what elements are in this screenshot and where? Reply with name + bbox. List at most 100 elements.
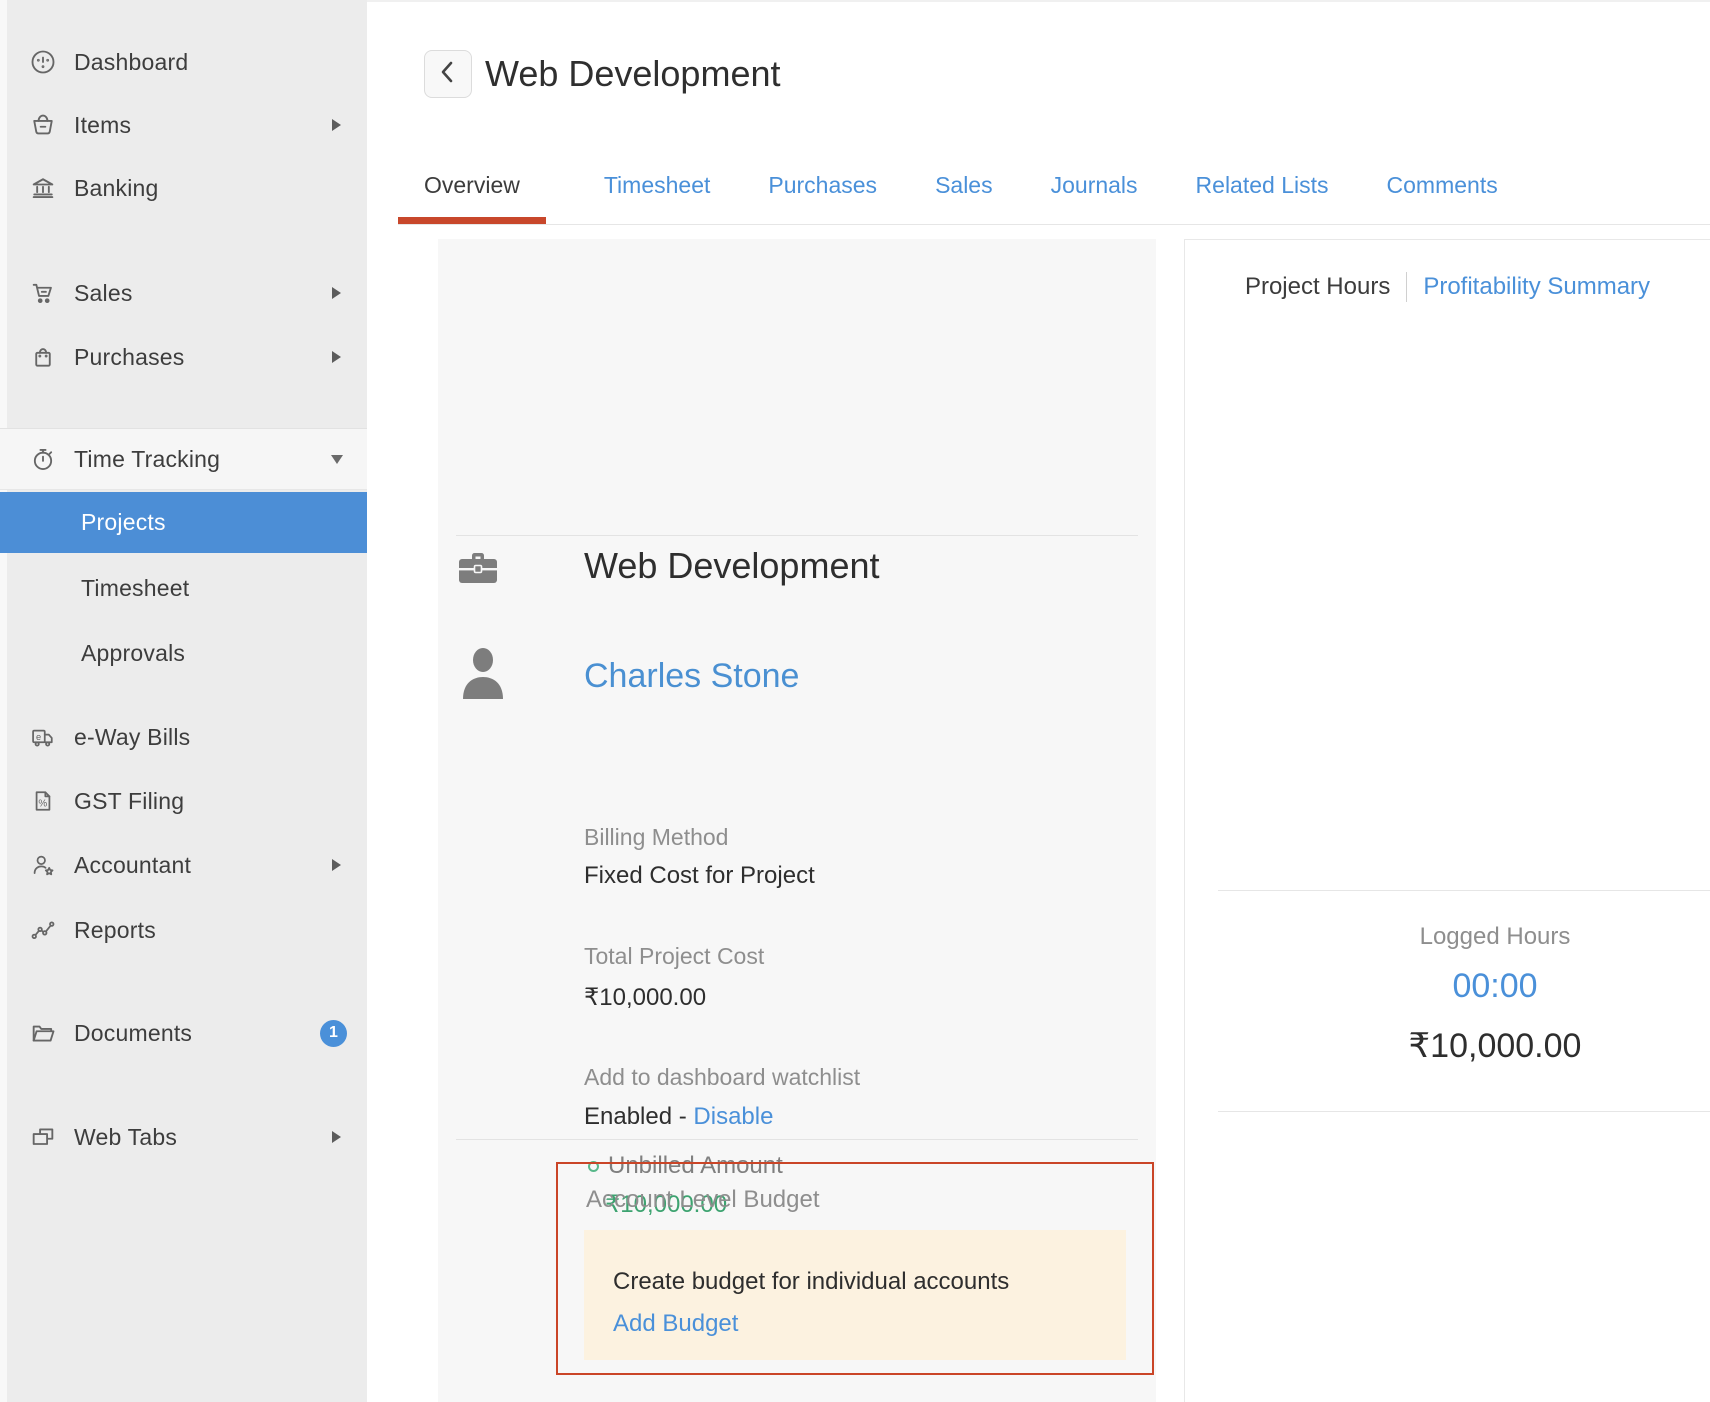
eway-bills-truck-icon: e (28, 722, 58, 752)
panel-tabs: Project Hours Profitability Summary (1185, 272, 1710, 302)
submenu-arrow-icon (332, 119, 341, 131)
sidebar-item-timesheet[interactable]: Timesheet (7, 560, 367, 616)
watchlist-status: Enabled - (584, 1103, 694, 1130)
sidebar-item-label: Time Tracking (74, 445, 221, 472)
reports-chart-icon (28, 915, 58, 945)
sidebar-item-label: Web Tabs (74, 1123, 178, 1150)
logged-hours-label: Logged Hours (1419, 923, 1571, 950)
sidebar-item-reports[interactable]: Reports (7, 902, 367, 958)
panel-divider (1218, 890, 1710, 891)
sidebar-item-eway-bills[interactable]: e e-Way Bills (7, 709, 367, 765)
sidebar-item-projects[interactable]: Projects (0, 492, 367, 553)
logged-hours-stat: Logged Hours 00:00 ₹10,000.00 (1285, 923, 1705, 1066)
section-divider (456, 1139, 1138, 1140)
sidebar-item-approvals[interactable]: Approvals (7, 625, 367, 681)
customer-link[interactable]: Charles Stone (584, 657, 800, 695)
back-button[interactable] (424, 50, 472, 98)
items-basket-icon (28, 110, 58, 140)
budget-callout-text: Create budget for individual accounts (613, 1268, 1010, 1295)
section-divider (456, 535, 1138, 536)
sidebar-item-label: Reports (74, 916, 156, 943)
project-overview-card: Web Development Charles Stone Billing Me… (438, 239, 1156, 1402)
unbilled-amount-label: Unbilled Amount (608, 1152, 783, 1179)
watchlist-status-line: Enabled - Disable (584, 1103, 773, 1131)
sidebar-item-documents[interactable]: Documents 1 (7, 1005, 367, 1061)
total-project-cost-label: Total Project Cost (584, 943, 765, 969)
submenu-arrow-icon (332, 287, 341, 299)
tab-related-lists[interactable]: Related Lists (1195, 171, 1329, 198)
sidebar-item-web-tabs[interactable]: Web Tabs (7, 1109, 367, 1165)
documents-count-badge: 1 (320, 1019, 347, 1047)
panel-tab-profitability-summary[interactable]: Profitability Summary (1423, 273, 1651, 300)
tab-journals[interactable]: Journals (1050, 171, 1138, 198)
main-content: Web Development Overview Timesheet Purch… (367, 0, 1710, 1402)
sidebar-item-label: Banking (74, 174, 159, 201)
sidebar-item-gst-filing[interactable]: % GST Filing (7, 773, 367, 829)
back-chevron-icon (437, 59, 459, 90)
sidebar-item-label: Sales (74, 279, 133, 306)
panel-tab-separator (1406, 272, 1408, 302)
account-level-budget-title: Account Level Budget (586, 1186, 820, 1213)
sidebar-item-label: Purchases (74, 343, 185, 370)
tab-purchases[interactable]: Purchases (768, 171, 878, 198)
budget-callout: Create budget for individual accounts Ad… (584, 1230, 1126, 1360)
total-project-cost-value: ₹10,000.00 (584, 984, 707, 1011)
sidebar-item-label: Projects (81, 509, 166, 535)
sidebar: Dashboard Items Banking (0, 0, 367, 1402)
gst-filing-document-icon: % (28, 786, 58, 816)
sidebar-item-items[interactable]: Items (7, 97, 367, 153)
tab-timesheet[interactable]: Timesheet (603, 171, 711, 198)
accountant-person-icon (28, 850, 58, 880)
briefcase-icon (458, 551, 498, 590)
panel-divider (1218, 1111, 1710, 1112)
svg-text:e: e (36, 732, 41, 742)
sidebar-item-sales[interactable]: Sales (7, 265, 367, 321)
sidebar-item-label: Approvals (81, 639, 186, 666)
unbilled-amount-row: Unbilled Amount (588, 1152, 783, 1180)
expand-arrow-icon (331, 454, 343, 464)
submenu-arrow-icon (332, 1131, 341, 1143)
tab-comments[interactable]: Comments (1386, 171, 1498, 198)
purchases-bag-icon (28, 342, 58, 372)
sidebar-item-label: Timesheet (81, 574, 190, 601)
account-level-budget-box: Account Level Budget Create budget for i… (556, 1162, 1154, 1375)
watchlist-label: Add to dashboard watchlist (584, 1064, 861, 1090)
sidebar-scrollbar-track[interactable] (0, 0, 7, 1402)
tab-bar: Overview Timesheet Purchases Sales Journ… (398, 146, 1710, 225)
time-tracking-stopwatch-icon (28, 444, 58, 474)
sidebar-item-dashboard[interactable]: Dashboard (7, 34, 367, 90)
sidebar-item-label: Items (74, 111, 132, 138)
billing-method-label: Billing Method (584, 824, 729, 850)
sidebar-item-label: GST Filing (74, 787, 185, 814)
submenu-arrow-icon (332, 859, 341, 871)
sidebar-item-label: e-Way Bills (74, 723, 191, 750)
add-budget-link[interactable]: Add Budget (613, 1310, 739, 1337)
submenu-arrow-icon (332, 351, 341, 363)
person-icon (460, 647, 506, 704)
tab-sales[interactable]: Sales (935, 171, 993, 198)
sales-cart-icon (28, 278, 58, 308)
billing-method-value: Fixed Cost for Project (584, 862, 815, 889)
unbilled-amount-value: ₹10,000.00 (605, 1191, 728, 1218)
sidebar-item-label: Accountant (74, 851, 192, 878)
sidebar-item-purchases[interactable]: Purchases (7, 329, 367, 385)
sidebar-item-label: Documents (74, 1019, 193, 1046)
web-tabs-icon (28, 1122, 58, 1152)
page-title: Web Development (485, 53, 781, 94)
logged-amount-value: ₹10,000.00 (1408, 1027, 1582, 1065)
watchlist-disable-link[interactable]: Disable (693, 1103, 774, 1130)
sidebar-item-label: Dashboard (74, 48, 189, 75)
project-name: Web Development (584, 545, 880, 586)
sidebar-item-accountant[interactable]: Accountant (7, 837, 367, 893)
documents-folder-icon (28, 1018, 58, 1048)
green-bullet-icon (588, 1160, 599, 1172)
svg-text:%: % (38, 798, 47, 809)
project-hours-panel: Project Hours Profitability Summary Logg… (1184, 239, 1710, 1402)
tab-overview[interactable]: Overview (398, 146, 546, 224)
logged-hours-value[interactable]: 00:00 (1452, 967, 1538, 1005)
dashboard-icon (28, 47, 58, 77)
sidebar-item-time-tracking[interactable]: Time Tracking (0, 428, 367, 490)
sidebar-item-banking[interactable]: Banking (7, 160, 367, 216)
banking-icon (28, 173, 58, 203)
panel-tab-project-hours[interactable]: Project Hours (1244, 273, 1391, 300)
